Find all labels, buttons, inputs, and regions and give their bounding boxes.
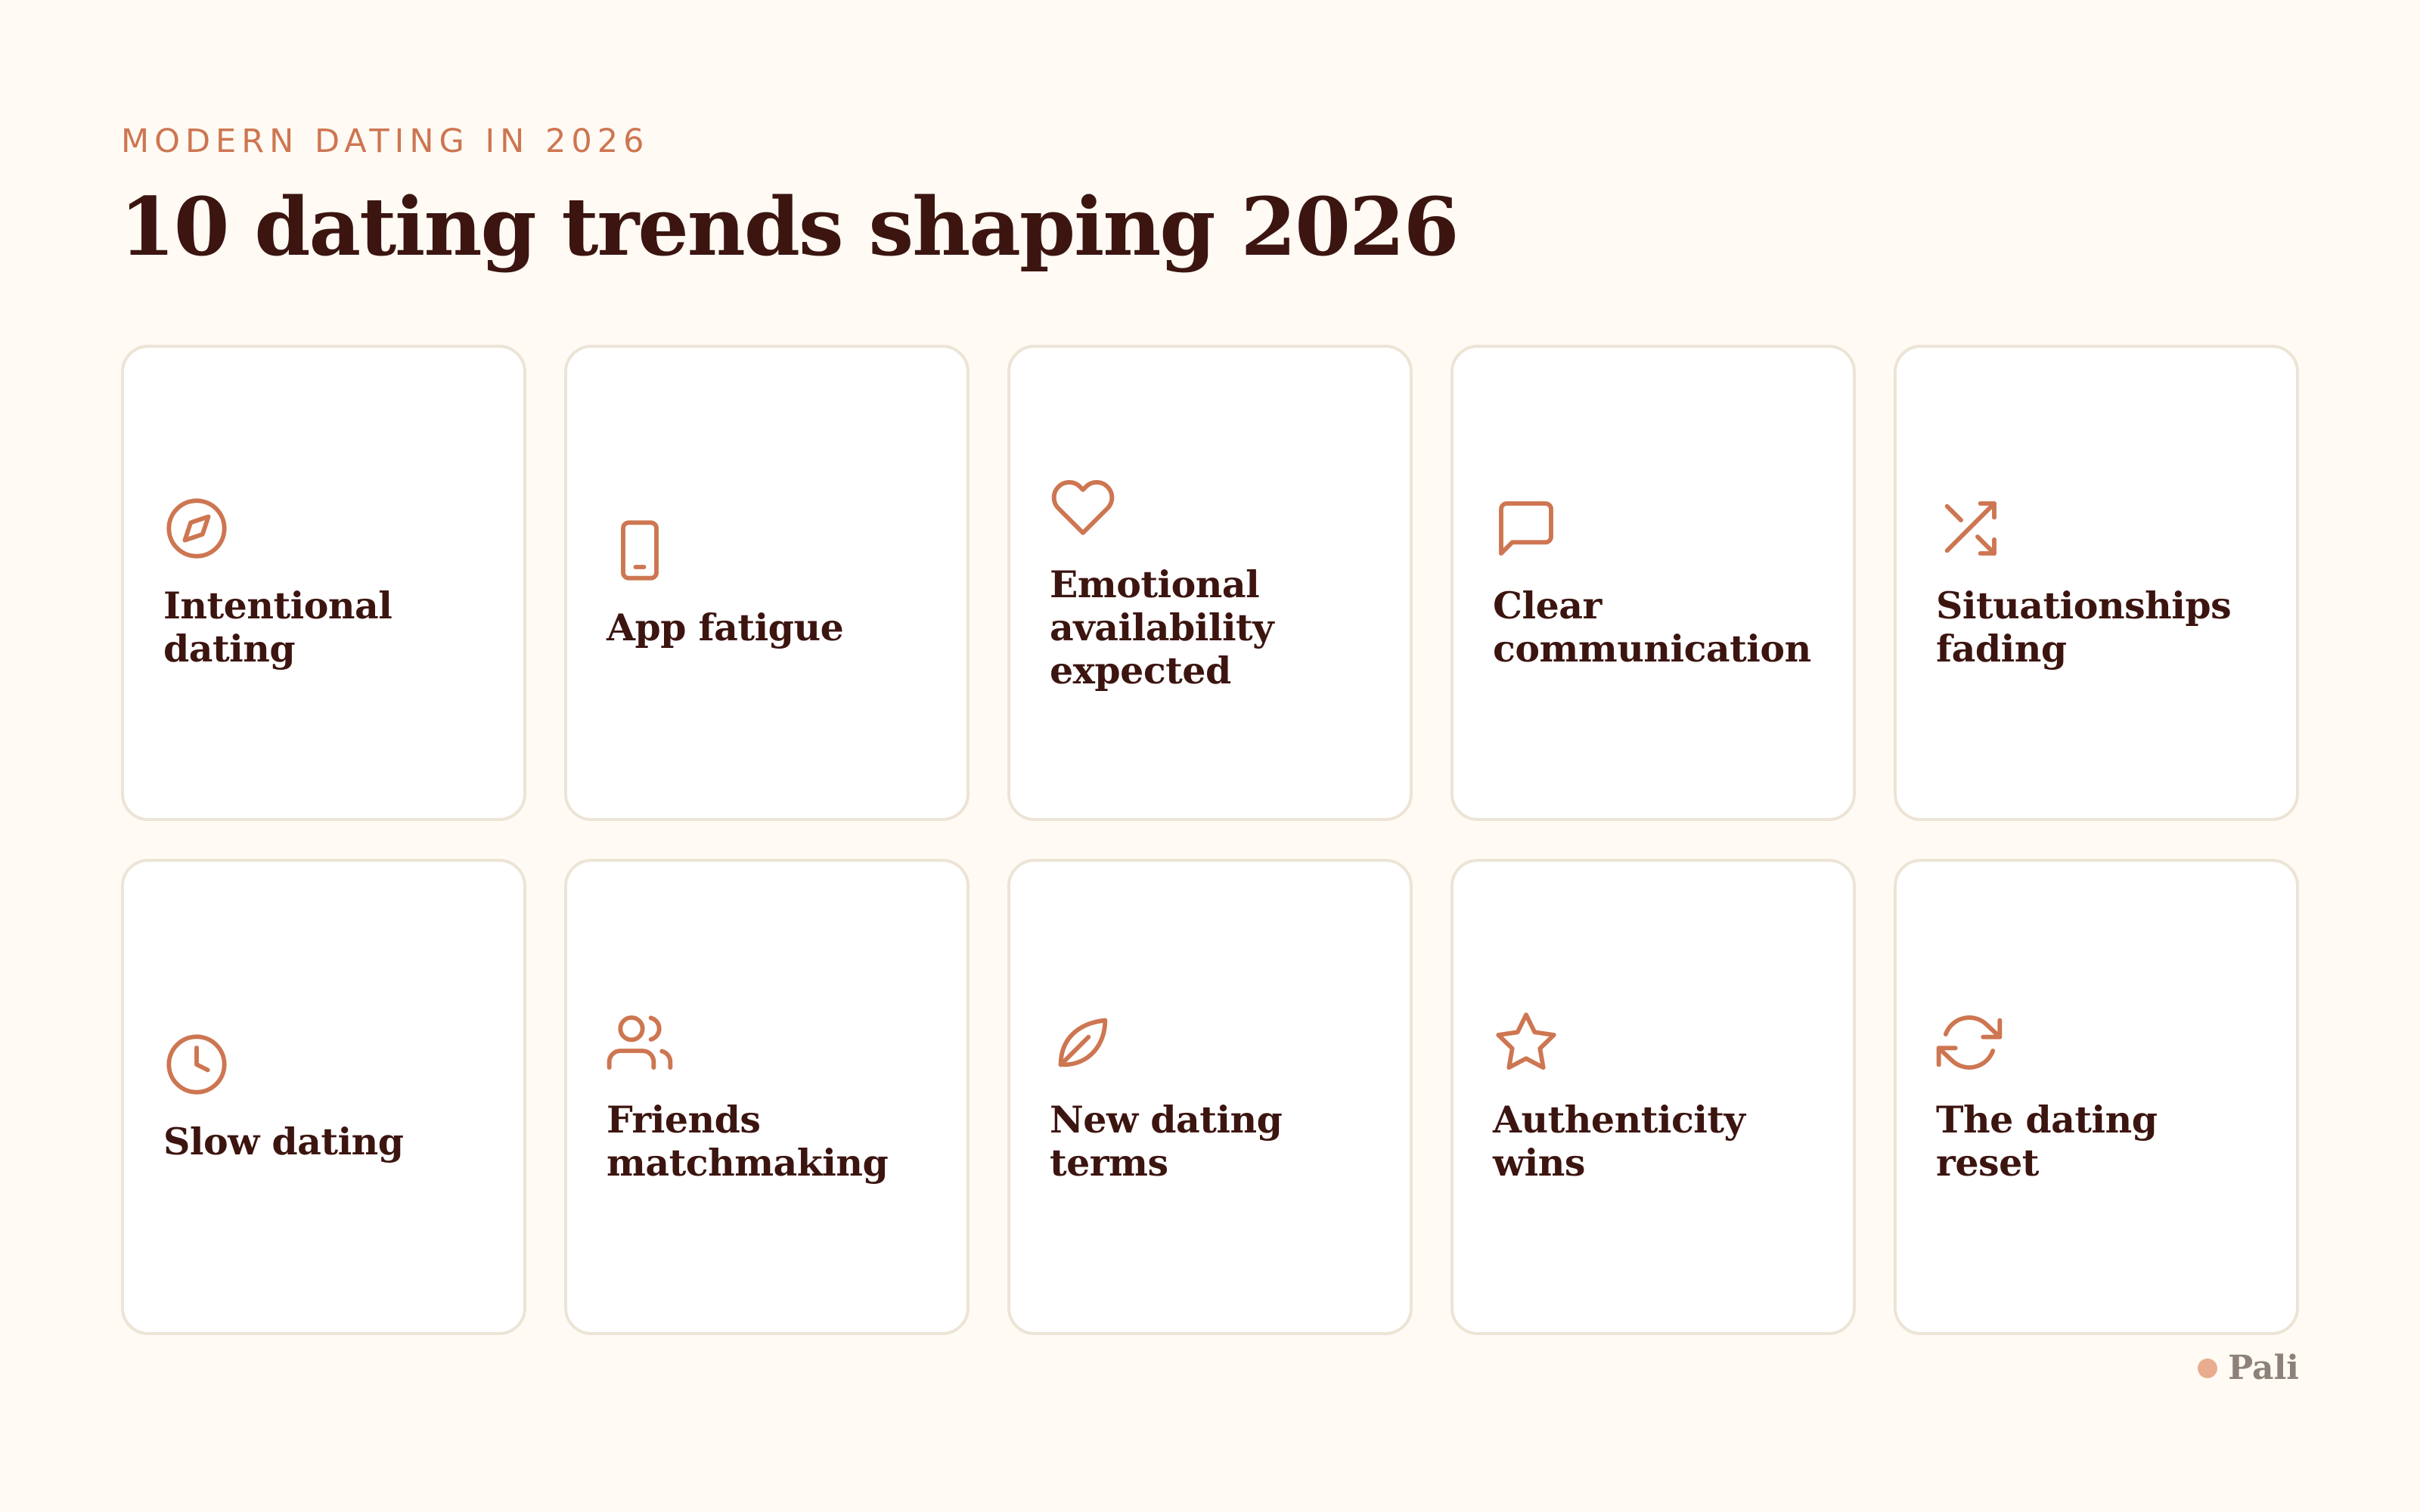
trend-grid: Intentional dating App fatigue Emotional… — [121, 345, 2299, 1335]
trend-label: New dating terms — [1050, 1098, 1283, 1185]
trend-card-app-fatigue: App fatigue — [564, 345, 970, 821]
trend-label: The dating reset — [1936, 1098, 2158, 1185]
star-icon — [1493, 1009, 1559, 1076]
compass-icon — [163, 495, 230, 562]
heart-icon — [1050, 474, 1116, 541]
trend-card-new-dating-terms: New dating terms — [1007, 859, 1413, 1335]
trend-card-friends-matchmaking: Friends matchmaking — [564, 859, 970, 1335]
trend-label: Emotional availability expected — [1050, 562, 1274, 692]
trend-card-slow-dating: Slow dating — [121, 859, 526, 1335]
trend-label: Situationships fading — [1936, 584, 2232, 671]
brand-dot-icon — [2198, 1359, 2218, 1378]
trend-card-situationships-fading: Situationships fading — [1894, 345, 2299, 821]
trend-card-intentional-dating: Intentional dating — [121, 345, 526, 821]
eyebrow-label: MODERN DATING IN 2026 — [121, 122, 650, 160]
trend-label: Clear communication — [1493, 584, 1811, 671]
trend-label: Friends matchmaking — [607, 1098, 889, 1185]
clock-icon — [163, 1031, 230, 1098]
trend-card-dating-reset: The dating reset — [1894, 859, 2299, 1335]
trend-label: Intentional dating — [163, 584, 392, 671]
trend-card-clear-communication: Clear communication — [1450, 345, 1856, 821]
trend-label: App fatigue — [607, 605, 844, 649]
trend-label: Authenticity wins — [1493, 1098, 1745, 1185]
trend-card-authenticity-wins: Authenticity wins — [1450, 859, 1856, 1335]
shuffle-icon — [1936, 495, 2003, 562]
trend-label: Slow dating — [163, 1119, 404, 1163]
users-icon — [607, 1009, 673, 1076]
leaf-icon — [1050, 1009, 1116, 1076]
trend-card-emotional-availability: Emotional availability expected — [1007, 345, 1413, 821]
brand-name: Pali — [2228, 1349, 2299, 1387]
message-square-icon — [1493, 495, 1559, 562]
brand-mark: Pali — [2198, 1352, 2299, 1385]
smartphone-icon — [607, 517, 673, 584]
page-title: 10 dating trends shaping 2026 — [119, 179, 1459, 274]
refresh-icon — [1936, 1009, 2003, 1076]
